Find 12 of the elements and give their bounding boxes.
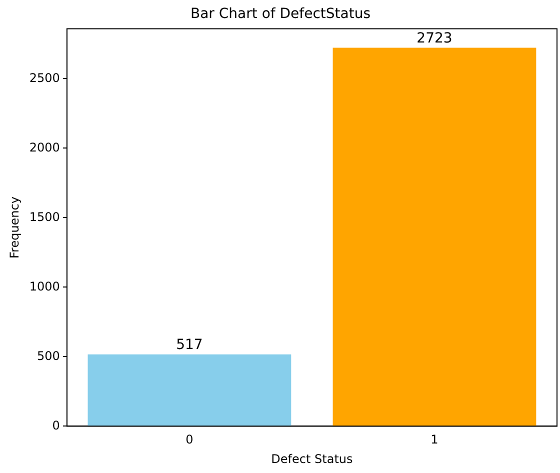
y-tick-label: 500	[37, 348, 60, 363]
chart-title: Bar Chart of DefectStatus	[190, 6, 370, 22]
data-label: 517	[176, 336, 203, 353]
y-axis-title: Frequency	[7, 196, 22, 258]
y-tick-label: 2000	[29, 140, 60, 154]
x-tick-label: 1	[430, 432, 438, 447]
x-axis-title: Defect Status	[271, 452, 353, 466]
data-label: 2723	[416, 30, 452, 46]
y-tick-label: 0	[52, 418, 60, 432]
y-tick-label: 1500	[29, 210, 60, 224]
y-tick-label: 2500	[29, 70, 60, 85]
y-tick-label: 1000	[29, 279, 60, 294]
